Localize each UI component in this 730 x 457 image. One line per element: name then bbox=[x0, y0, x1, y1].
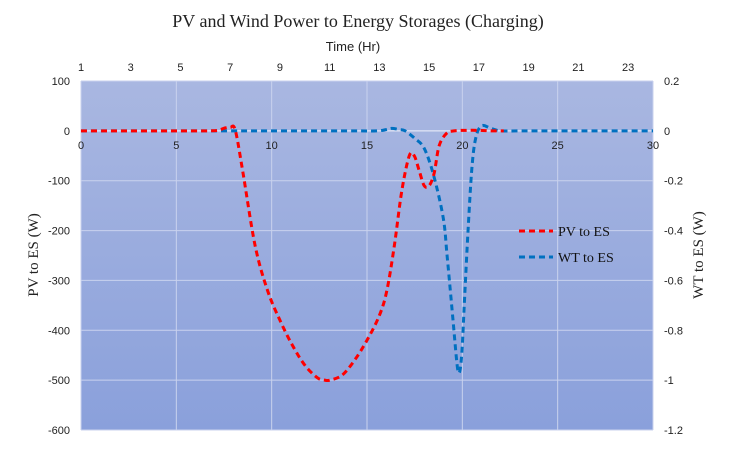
left-tick-label: -300 bbox=[48, 275, 70, 287]
bottom-tick-label: 20 bbox=[456, 140, 468, 152]
top-tick-label: 7 bbox=[227, 62, 233, 74]
bottom-tick-label: 10 bbox=[266, 140, 278, 152]
left-tick-label: -400 bbox=[48, 325, 70, 337]
top-tick-label: 9 bbox=[277, 62, 283, 74]
right-axis-label: WT to ES (W) bbox=[691, 211, 707, 299]
right-axis-ticks: 0.2 0 -0.2 -0.4 -0.6 -0.8 -1 -1.2 bbox=[664, 76, 683, 437]
top-tick-label: 3 bbox=[128, 62, 134, 74]
top-tick-label: 1 bbox=[78, 62, 84, 74]
top-tick-label: 13 bbox=[373, 62, 385, 74]
bottom-axis-ticks: 0 5 10 15 20 25 30 bbox=[78, 140, 659, 152]
right-tick-label: -1 bbox=[664, 375, 674, 387]
legend: PV to ES WT to ES bbox=[519, 225, 614, 266]
right-tick-label: -0.6 bbox=[664, 275, 683, 287]
top-tick-label: 19 bbox=[523, 62, 535, 74]
top-tick-label: 23 bbox=[622, 62, 634, 74]
top-tick-label: 21 bbox=[572, 62, 584, 74]
legend-label-wt: WT to ES bbox=[558, 251, 614, 266]
right-tick-label: -0.4 bbox=[664, 226, 683, 238]
top-tick-label: 5 bbox=[177, 62, 183, 74]
bottom-tick-label: 5 bbox=[173, 140, 179, 152]
series-layer bbox=[81, 123, 653, 383]
right-tick-label: -0.8 bbox=[664, 325, 683, 337]
top-tick-label: 17 bbox=[473, 62, 485, 74]
left-tick-label: -600 bbox=[48, 425, 70, 437]
right-tick-label: -0.2 bbox=[664, 176, 683, 188]
chart-title: PV and Wind Power to Energy Storages (Ch… bbox=[172, 11, 543, 32]
left-tick-label: -100 bbox=[48, 176, 70, 188]
right-tick-label: 0 bbox=[664, 126, 670, 138]
left-tick-label: -500 bbox=[48, 375, 70, 387]
bottom-tick-label: 15 bbox=[361, 140, 373, 152]
right-tick-label: -1.2 bbox=[664, 425, 683, 437]
series-line-wt-to-es bbox=[81, 123, 653, 375]
left-axis-label: PV to ES (W) bbox=[26, 213, 42, 296]
top-tick-label: 11 bbox=[324, 62, 335, 74]
left-tick-label: -200 bbox=[48, 226, 70, 238]
legend-label-pv: PV to ES bbox=[558, 225, 610, 240]
right-tick-label: 0.2 bbox=[664, 76, 679, 88]
bottom-tick-label: 30 bbox=[647, 140, 659, 152]
series-line-pv-to-es bbox=[81, 124, 504, 383]
bottom-tick-label: 0 bbox=[78, 140, 84, 152]
bottom-tick-label: 25 bbox=[552, 140, 564, 152]
top-axis-ticks: 1 3 5 7 9 11 13 15 17 19 21 23 bbox=[78, 62, 634, 74]
left-axis-ticks: 100 0 -100 -200 -300 -400 -500 -600 bbox=[48, 76, 70, 437]
top-axis-label: Time (Hr) bbox=[326, 39, 380, 54]
left-tick-label: 100 bbox=[52, 76, 70, 88]
left-tick-label: 0 bbox=[64, 126, 70, 138]
top-tick-label: 15 bbox=[423, 62, 435, 74]
